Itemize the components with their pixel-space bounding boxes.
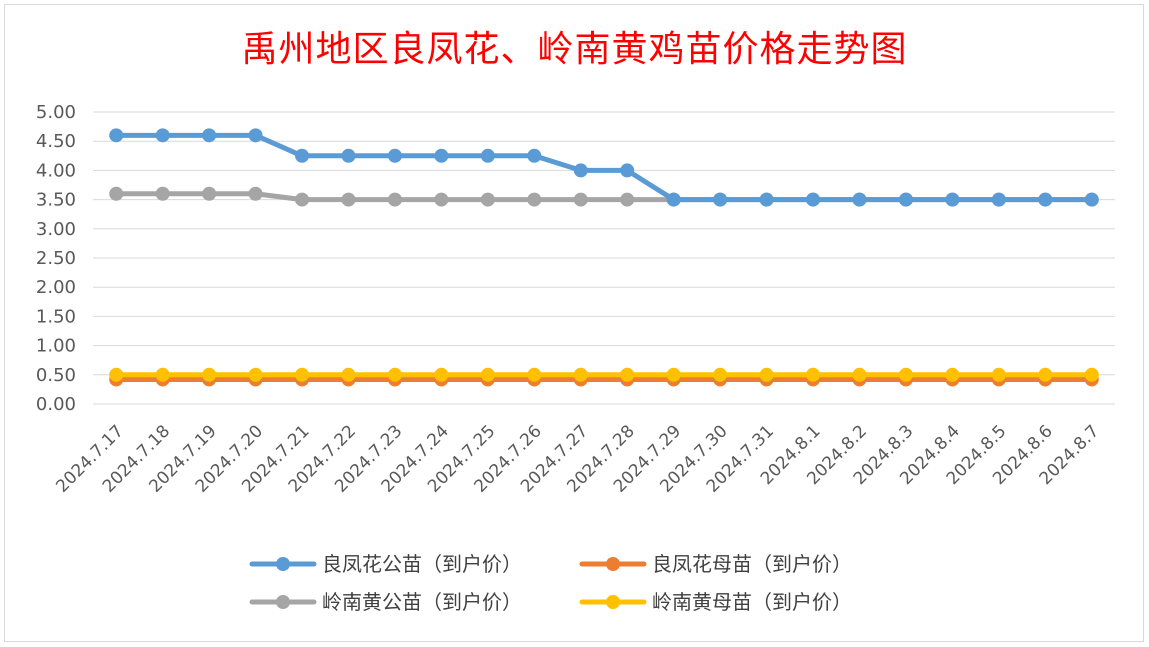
y-tick-label: 4.00 [36, 160, 76, 181]
data-point [109, 186, 124, 201]
data-point [248, 128, 263, 143]
data-point [759, 192, 774, 207]
data-point [1038, 367, 1053, 382]
data-point [480, 192, 495, 207]
data-point [898, 192, 913, 207]
data-point [341, 367, 356, 382]
data-point [852, 192, 867, 207]
data-point [806, 192, 821, 207]
data-point [1084, 192, 1099, 207]
data-point [434, 192, 449, 207]
data-point [759, 367, 774, 382]
data-point [295, 367, 310, 382]
data-point [434, 148, 449, 163]
data-point [295, 148, 310, 163]
data-point [341, 192, 356, 207]
data-point [527, 148, 542, 163]
y-tick-label: 4.50 [36, 131, 76, 152]
y-tick-label: 5.00 [36, 102, 76, 123]
y-tick-label: 0.00 [36, 394, 76, 415]
legend-marker [606, 595, 620, 609]
data-point [341, 148, 356, 163]
legend-item: 良凤花公苗（到户价） [249, 552, 522, 576]
data-point [898, 367, 913, 382]
data-point [527, 367, 542, 382]
legend-label: 良凤花母苗（到户价） [652, 552, 852, 576]
legend-label: 岭南黄公苗（到户价） [322, 590, 522, 614]
data-point [387, 192, 402, 207]
data-point [1084, 367, 1099, 382]
data-point [109, 128, 124, 143]
data-point [573, 192, 588, 207]
series-line [113, 132, 1095, 203]
legend-label: 良凤花公苗（到户价） [322, 552, 522, 576]
legend-label: 岭南黄母苗（到户价） [652, 590, 852, 614]
data-point [666, 192, 681, 207]
data-point [387, 367, 402, 382]
y-tick-label: 0.50 [36, 365, 76, 386]
y-tick-label: 1.00 [36, 336, 76, 357]
data-point [620, 192, 635, 207]
data-point [573, 163, 588, 178]
y-tick-label: 3.00 [36, 219, 76, 240]
data-point [202, 128, 217, 143]
legend-item: 良凤花母苗（到户价） [579, 552, 852, 576]
data-point [295, 192, 310, 207]
legend-item: 岭南黄公苗（到户价） [249, 590, 522, 614]
y-tick-label: 1.50 [36, 306, 76, 327]
legend-marker [606, 557, 620, 571]
data-point [248, 186, 263, 201]
data-point [991, 192, 1006, 207]
y-tick-label: 2.00 [36, 277, 76, 298]
data-point [852, 367, 867, 382]
chart-frame [4, 4, 1144, 642]
data-point [202, 186, 217, 201]
y-tick-label: 2.50 [36, 248, 76, 269]
chart-title: 禹州地区良凤花、岭南黄鸡苗价格走势图 [241, 29, 908, 70]
data-point [620, 367, 635, 382]
series-0 [109, 128, 1099, 207]
data-point [1038, 192, 1053, 207]
data-point [991, 367, 1006, 382]
data-point [806, 367, 821, 382]
legend-marker [276, 595, 290, 609]
data-point [202, 367, 217, 382]
series-3 [109, 367, 1099, 382]
data-point [573, 367, 588, 382]
data-point [387, 148, 402, 163]
legend-item: 岭南黄母苗（到户价） [579, 590, 852, 614]
data-point [666, 367, 681, 382]
data-point [527, 192, 542, 207]
data-point [155, 128, 170, 143]
data-point [155, 367, 170, 382]
data-point [480, 148, 495, 163]
data-point [155, 186, 170, 201]
gridlines [93, 111, 1115, 405]
data-point [620, 163, 635, 178]
data-point [480, 367, 495, 382]
data-point [109, 367, 124, 382]
data-point [945, 192, 960, 207]
data-point [713, 367, 728, 382]
y-tick-label: 3.50 [36, 190, 76, 211]
legend-marker [276, 557, 290, 571]
data-point [434, 367, 449, 382]
data-point [945, 367, 960, 382]
data-point [248, 367, 263, 382]
data-point [713, 192, 728, 207]
